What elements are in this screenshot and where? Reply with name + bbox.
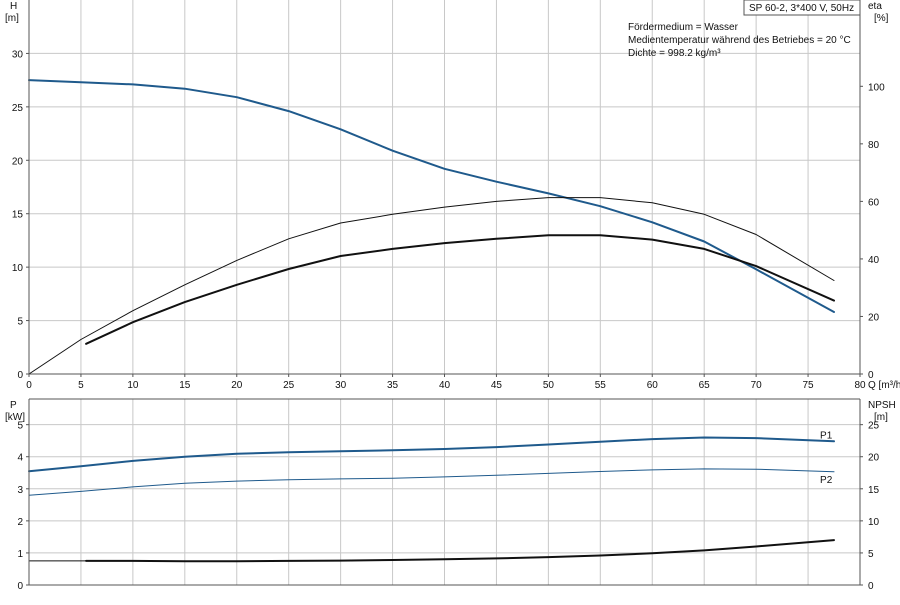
- info-line-medium: Fördermedium = Wasser: [628, 22, 739, 33]
- y-tick-label: 15: [12, 210, 24, 221]
- series-line: [85, 539, 835, 563]
- y2-tick-label: 0: [868, 370, 874, 381]
- x-tick-label: 30: [335, 380, 347, 391]
- series-label: P1: [820, 430, 833, 441]
- y2-tick-label: 20: [868, 312, 880, 323]
- y2-tick-label: 40: [868, 255, 880, 266]
- y2-tick-label: 15: [868, 485, 880, 496]
- y2-axis-name: eta: [868, 1, 882, 12]
- x-tick-label: 50: [543, 380, 555, 391]
- y-tick-label: 4: [17, 453, 23, 464]
- info-line-density: Dichte = 998.2 kg/m³: [628, 48, 721, 59]
- grid-layer: [29, 0, 860, 585]
- caption-text: SP 60-2, 3*400 V, 50Hz: [749, 3, 854, 14]
- x-tick-label: 10: [127, 380, 139, 391]
- y2-axis-name: NPSH: [868, 400, 896, 411]
- x-tick-label: 75: [803, 380, 815, 391]
- series-layer: [28, 79, 835, 563]
- y-tick-label: 5: [17, 317, 23, 328]
- caption-box: [743, 0, 861, 16]
- y-tick-label: 10: [12, 263, 24, 274]
- series-line: [28, 468, 835, 496]
- y2-axis-unit: [%]: [874, 13, 889, 24]
- x-tick-label: 15: [179, 380, 191, 391]
- y-tick-label: 0: [17, 581, 23, 592]
- x-tick-label: 20: [231, 380, 243, 391]
- y2-tick-label: 60: [868, 197, 880, 208]
- y2-tick-label: 10: [868, 517, 880, 528]
- y-tick-label: 25: [12, 103, 24, 114]
- x-tick-label: 60: [647, 380, 659, 391]
- x-tick-label: 65: [699, 380, 711, 391]
- y-tick-label: 30: [12, 49, 24, 60]
- x-tick-label: 0: [26, 380, 32, 391]
- y2-tick-label: 5: [868, 549, 874, 560]
- x-tick-label: 5: [78, 380, 84, 391]
- y-tick-label: 1: [17, 549, 23, 560]
- y-tick-label: 2: [17, 517, 23, 528]
- y2-tick-label: 100: [868, 82, 885, 93]
- info-line-temperature: Medientemperatur während des Betriebes =…: [628, 35, 851, 46]
- y-axis-unit: [kW]: [5, 412, 25, 423]
- y-tick-label: 3: [17, 485, 23, 496]
- x-tick-label: 40: [439, 380, 451, 391]
- series-label: P2: [820, 475, 833, 486]
- x-tick-label: 70: [751, 380, 763, 391]
- y2-tick-label: 20: [868, 453, 880, 464]
- y2-tick-label: 80: [868, 140, 880, 151]
- y2-tick-label: 0: [868, 581, 874, 592]
- y2-tick-label: 25: [868, 421, 880, 432]
- frame-layer: [26, 0, 863, 586]
- series-line: [85, 234, 835, 345]
- y-tick-label: 20: [12, 156, 24, 167]
- x-tick-label: 80: [854, 380, 866, 391]
- y-tick-label: 0: [17, 370, 23, 381]
- y-tick-label: 5: [17, 421, 23, 432]
- series-line: [28, 197, 835, 375]
- y-axis-unit: [m]: [5, 13, 19, 24]
- x-tick-label: 25: [283, 380, 295, 391]
- y2-axis-unit: [m]: [874, 412, 888, 423]
- x-axis-title: Q [m³/h]: [868, 380, 900, 391]
- x-tick-label: 35: [387, 380, 399, 391]
- series-line: [28, 436, 835, 473]
- y-axis-name: P: [10, 400, 17, 411]
- x-tick-label: 45: [491, 380, 503, 391]
- series-line: [28, 79, 835, 313]
- y-axis-name: H: [10, 1, 17, 12]
- x-tick-label: 55: [595, 380, 607, 391]
